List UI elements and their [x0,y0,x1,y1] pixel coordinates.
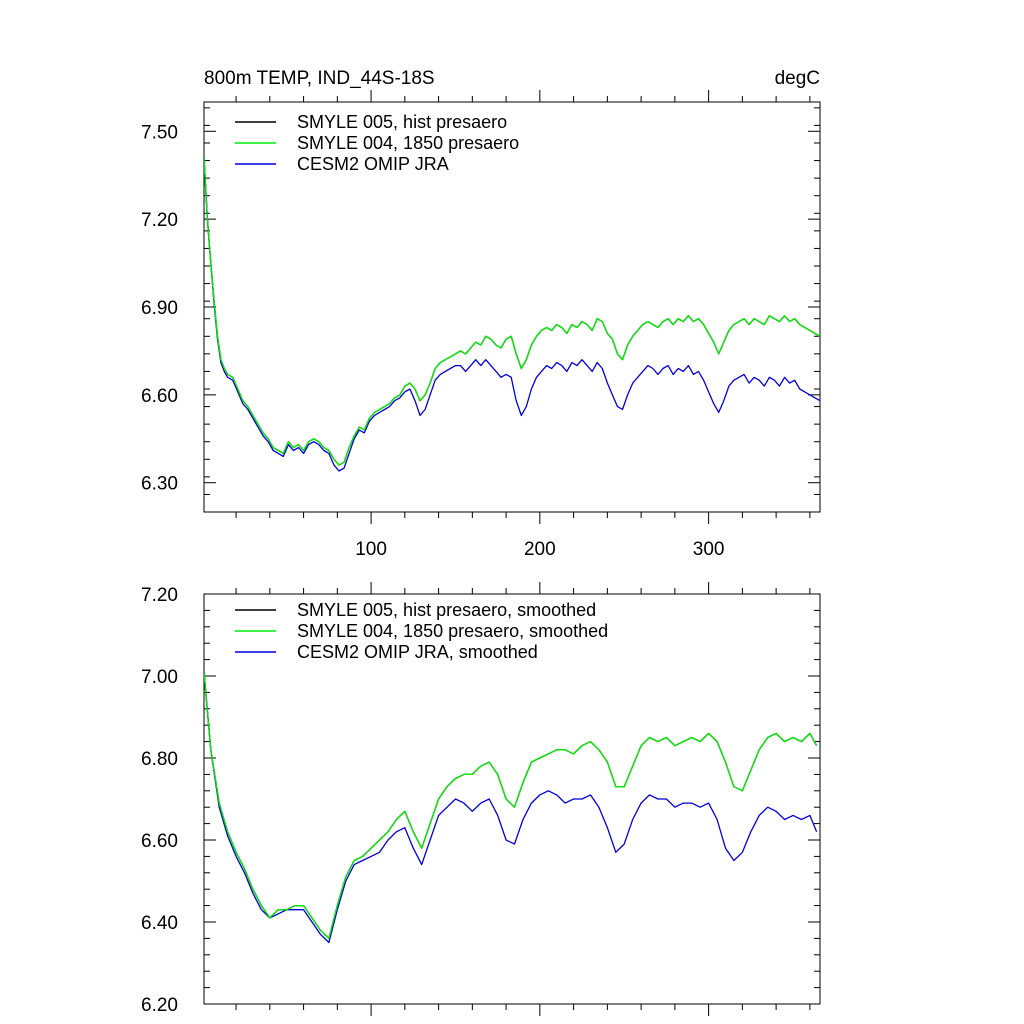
bottom-ytick-label: 7.00 [141,667,178,688]
top-ytick-label: 7.20 [141,210,178,231]
top-ytick-label: 6.30 [141,474,178,495]
chart-units: degC [775,68,820,89]
bottom-ytick-label: 7.20 [141,585,178,606]
top-series-cesm2-omip-jra [204,157,820,472]
bottom-series-smyle-004-1850-presaero-smoothed [204,671,818,940]
chart-title: 800m TEMP, IND_44S-18S [204,68,435,89]
bottom-series-cesm2-omip-jra-smoothed [204,671,818,944]
top-legend-label: SMYLE 005, hist presaero [297,112,507,132]
bottom-plot-frame [203,593,821,1005]
bottom-ytick-label: 6.20 [141,995,178,1016]
bottom-legend-label: SMYLE 005, hist presaero, smoothed [297,600,596,620]
bottom-series-smyle-005-hist-presaero-smoothed [204,671,818,940]
top-xtick-label: 300 [693,539,725,560]
top-legend-label: CESM2 OMIP JRA [297,154,449,174]
top-xtick-label: 100 [355,539,387,560]
top-panel: 6.30 6.60 6.90 7.20 7.50 100 200 300 SMYLE 005, … [141,90,821,560]
bottom-ytick-label: 6.40 [141,913,178,934]
top-ytick-label: 7.50 [141,122,178,143]
top-series-smyle-005-hist-presaero [204,157,820,466]
top-series-smyle-004-1850-presaero [204,157,820,466]
bottom-panel: 6.20 6.40 6.60 6.80 7.00 7.20 SMYLE 005, hist … [141,582,821,1016]
top-legend-label: SMYLE 004, 1850 presaero [297,133,519,153]
top-ytick-label: 6.60 [141,386,178,407]
top-ytick-label: 6.90 [141,298,178,319]
bottom-ytick-label: 6.60 [141,831,178,852]
bottom-legend-label: SMYLE 004, 1850 presaero, smoothed [297,621,608,641]
bottom-ytick-label: 6.80 [141,749,178,770]
top-xtick-label: 200 [524,539,556,560]
bottom-legend-label: CESM2 OMIP JRA, smoothed [297,642,538,662]
